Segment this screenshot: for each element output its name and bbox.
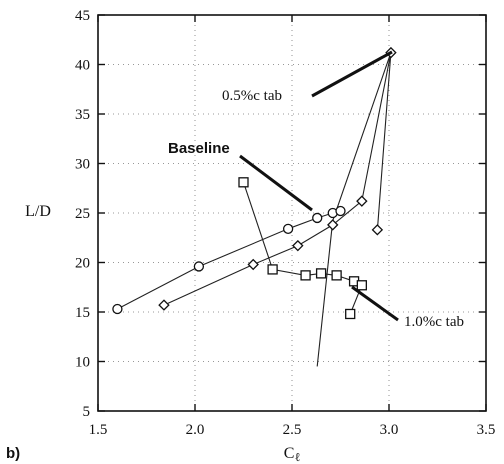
data-point-square	[300, 270, 311, 281]
y-tick-label: 35	[75, 107, 90, 123]
data-point-circle	[193, 261, 205, 272]
data-point-circle	[282, 223, 294, 234]
data-point-square	[356, 280, 367, 291]
y-tick-label: 10	[75, 355, 90, 371]
x-axis-label-main: C	[284, 445, 295, 462]
x-axis-label-subscript: ℓ	[294, 450, 300, 464]
data-point-diamond	[292, 239, 304, 252]
y-tick-label: 15	[75, 305, 90, 321]
data-point-circle	[335, 205, 346, 217]
y-axis-label: L/D	[25, 203, 51, 220]
x-tick-label: 2.5	[283, 422, 302, 438]
y-tick-label: 25	[75, 206, 90, 222]
annotation-leader-baseline	[239, 154, 313, 212]
series-line-2	[316, 52, 392, 367]
data-point-circle	[312, 212, 323, 224]
annotation-label-baseline: Baseline	[168, 140, 230, 157]
data-point-square	[345, 308, 356, 320]
data-point-circle	[112, 303, 123, 315]
x-axis-label: Cℓ	[284, 445, 301, 464]
series-line-0	[117, 210, 341, 310]
data-point-diamond	[158, 299, 170, 311]
plot-frame	[97, 14, 487, 412]
x-tick-label: 3.5	[477, 422, 496, 438]
y-tick-label: 45	[75, 8, 90, 24]
data-point-diamond	[247, 258, 259, 271]
panel-label: b)	[6, 445, 20, 462]
annotation-leader-tab10	[351, 285, 399, 322]
x-tick-label: 1.5	[89, 422, 108, 438]
x-tick-label: 3.0	[380, 422, 399, 438]
series-markers	[112, 46, 397, 320]
x-tick-label: 2.0	[186, 422, 205, 438]
data-point-diamond	[327, 219, 339, 231]
annotation-leader-tab05	[311, 50, 393, 98]
data-point-square	[331, 270, 342, 281]
y-tick-label: 30	[75, 157, 90, 173]
y-tick-label: 5	[83, 404, 91, 420]
data-point-square	[238, 177, 249, 188]
annotations: 0.5%c tab Baseline 1.0%c tab	[168, 50, 464, 330]
y-tick-label: 40	[75, 58, 90, 74]
data-point-diamond	[356, 195, 368, 207]
data-point-square	[267, 264, 278, 275]
y-tick-label: 20	[75, 256, 90, 272]
grid	[98, 15, 486, 411]
data-point-diamond	[371, 224, 384, 236]
data-point-square	[315, 268, 327, 279]
annotation-label-tab05: 0.5%c tab	[222, 88, 282, 104]
x-axis-ticks: 1.5 2.0 2.5 3.0 3.5	[89, 15, 496, 438]
y-axis-ticks: 5 10 15 20 25 30 35 40 45	[75, 8, 486, 420]
annotation-label-tab10: 1.0%c tab	[404, 314, 464, 330]
